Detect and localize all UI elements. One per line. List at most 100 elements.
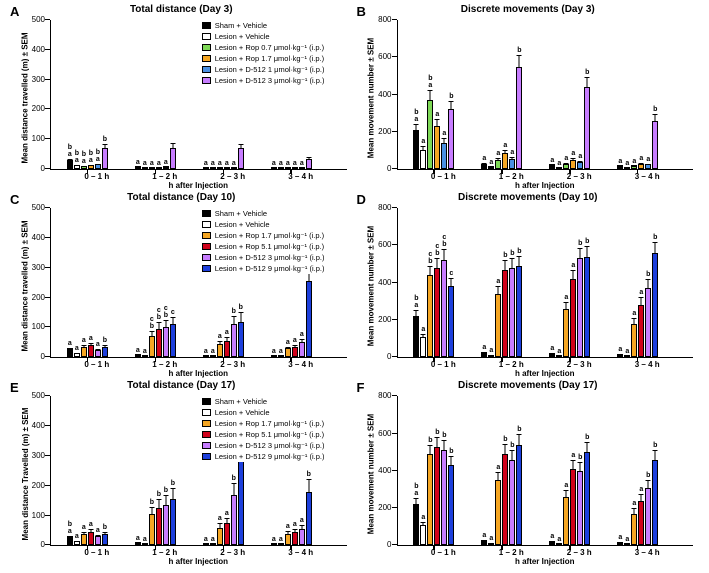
sig-letter: a: [496, 278, 500, 285]
bar-lesion: a: [142, 543, 148, 545]
sig-letter: c: [150, 316, 154, 323]
legend-swatch: [202, 442, 211, 449]
sig-letter: a: [279, 536, 283, 543]
sig-letter: a: [75, 345, 79, 352]
bar-sham: a: [271, 167, 277, 169]
legend-label: Sham + Vehicle: [215, 20, 267, 31]
bar-rop51: a: [570, 279, 576, 357]
error-bar: [484, 540, 485, 541]
error-bar: [423, 522, 424, 526]
error-bar: [587, 246, 588, 258]
error-bar: [552, 353, 553, 354]
sig-letter: a: [496, 150, 500, 157]
y-tick: [45, 108, 50, 109]
legend-swatch: [202, 265, 211, 272]
x-group-label: 3 – 4 h: [613, 548, 681, 557]
legend-swatch: [202, 232, 211, 239]
sig-letter: a: [279, 348, 283, 355]
bar-sham: a: [67, 348, 73, 357]
x-group-label: 0 – 1 h: [409, 172, 477, 181]
y-tick: [45, 237, 50, 238]
y-tick-label: 0: [23, 353, 45, 361]
error-bar: [519, 256, 520, 267]
legend-row: Lesion + Rop 1.7 μmol·kg⁻¹ (i.p.): [202, 53, 325, 64]
error-bar: [620, 166, 621, 167]
bar-rop17: a: [631, 324, 637, 358]
bar-rop51: b: [156, 508, 162, 545]
error-bar: [416, 124, 417, 131]
sig-letter: a: [82, 158, 86, 165]
bar-rop17: a: [502, 153, 508, 169]
x-group-label: 1 – 2 h: [131, 360, 199, 369]
sig-letter: a: [218, 333, 222, 340]
y-tick-label: 100: [23, 135, 45, 143]
legend: Sham + VehicleLesion + VehicleLesion + R…: [202, 20, 325, 86]
y-tick-label: 0: [370, 353, 392, 361]
legend-row: Lesion + D-512 3 μmol·kg⁻¹ (i.p.): [202, 252, 325, 263]
x-group: 2 – 3 haaaabb: [545, 396, 613, 545]
sig-letter: b: [428, 75, 432, 82]
error-bar: [90, 165, 91, 166]
legend-row: Lesion + Rop 5.1 μmol·kg⁻¹ (i.p.): [202, 429, 325, 440]
legend-swatch: [202, 55, 211, 62]
error-bar: [620, 542, 621, 543]
bar-d512_3: b: [231, 324, 237, 357]
bar-sham: ba: [413, 504, 419, 545]
y-tick-label: 0: [370, 541, 392, 549]
y-tick-label: 0: [370, 165, 392, 173]
bar-lesion: a: [74, 541, 80, 545]
error-bar: [634, 166, 635, 167]
x-group: 0 – 1 haaaaab: [63, 208, 131, 357]
error-bar: [151, 331, 152, 337]
bar-lesion: a: [488, 543, 494, 546]
y-tick-label: 300: [23, 76, 45, 84]
y-tick: [45, 267, 50, 268]
error-bar: [451, 101, 452, 111]
sig-letter: b: [103, 337, 107, 344]
bar-sham: a: [617, 542, 623, 546]
sig-letter: a: [89, 521, 93, 528]
sig-letter: a: [293, 337, 297, 344]
sig-letter: b: [232, 308, 236, 315]
sig-letter: a: [482, 155, 486, 162]
y-tick-label: 0: [23, 541, 45, 549]
legend-label: Lesion + D-512 3 μmol·kg⁻¹ (i.p.): [215, 252, 325, 263]
bar-rop07: ba: [427, 100, 433, 169]
sig-letter: c: [428, 251, 432, 258]
bar-rop17: a: [563, 497, 569, 545]
bar-d512_9: b: [306, 281, 312, 357]
y-tick: [392, 282, 397, 283]
bar-cluster: aaaaab: [549, 20, 590, 169]
y-tick: [45, 326, 50, 327]
error-bar: [641, 494, 642, 502]
y-tick: [45, 544, 50, 545]
error-bar: [287, 347, 288, 349]
sig-letter: c: [435, 243, 439, 250]
y-tick: [45, 19, 50, 20]
error-bar: [573, 158, 574, 161]
row-2: CTotal distance (Day 10)Mean distance tr…: [8, 192, 701, 380]
y-tick-label: 600: [370, 53, 392, 61]
sig-letter: b: [503, 252, 507, 259]
error-bar: [634, 508, 635, 515]
bar-d512_9: c: [170, 324, 176, 357]
x-group-label: 2 – 3 h: [545, 172, 613, 181]
legend-swatch: [202, 22, 211, 29]
bar-rop17: cb: [149, 336, 155, 357]
y-tick-label: 200: [370, 504, 392, 512]
sig-letter: a: [89, 157, 93, 164]
panel-title: Discrete movements (Day 3): [355, 4, 702, 15]
row-3: ETotal distance (Day 17)Mean distance Tr…: [8, 380, 701, 568]
sig-letter: b: [82, 151, 86, 158]
bar-lesion: a: [624, 355, 630, 357]
x-group-label: 2 – 3 h: [545, 360, 613, 369]
sig-letter: a: [68, 340, 72, 347]
sig-letter: a: [435, 111, 439, 118]
bar-d512_3: a: [95, 350, 101, 357]
error-bar: [451, 278, 452, 288]
y-tick-label: 0: [23, 165, 45, 173]
y-tick-label: 800: [370, 392, 392, 400]
bar-sham: a: [481, 540, 487, 546]
bar-d512_9: c: [448, 286, 454, 357]
bar-rop07: a: [563, 164, 569, 170]
